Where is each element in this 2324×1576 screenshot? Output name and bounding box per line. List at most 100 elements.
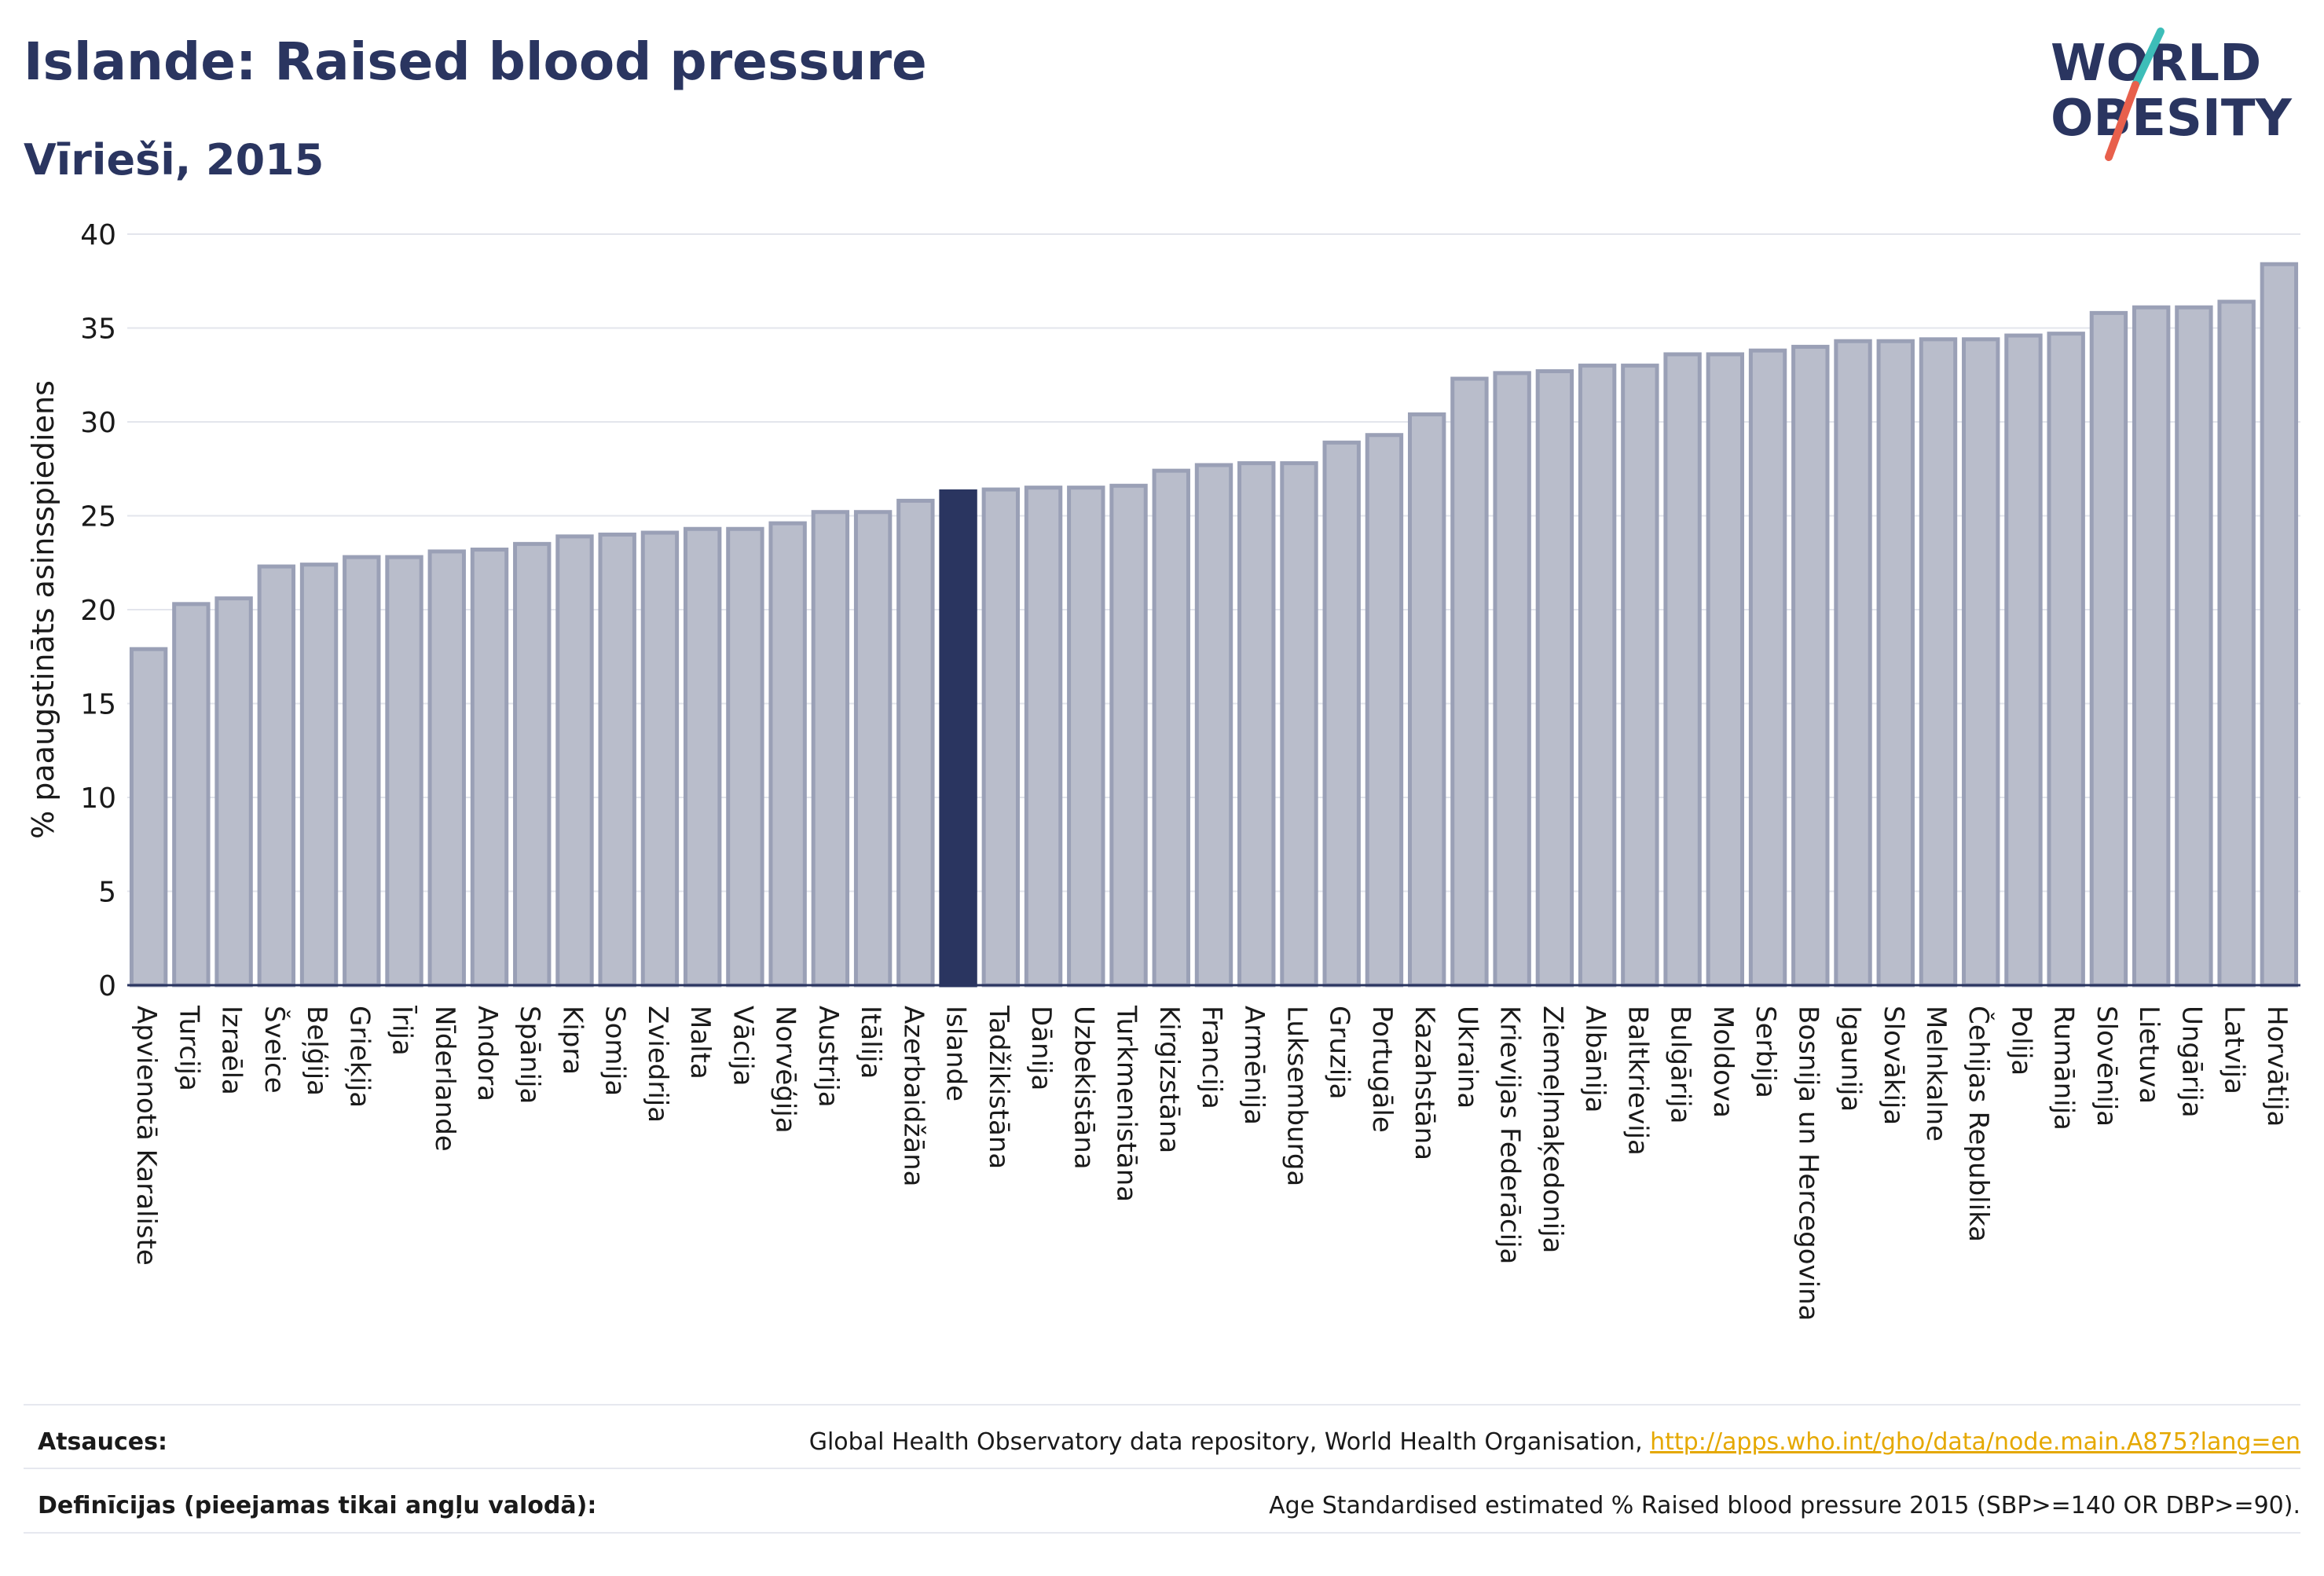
x-tick-label: Andora (471, 1006, 503, 1101)
definitions-text: Age Standardised estimated % Raised bloo… (1269, 1492, 2300, 1519)
bar (2260, 262, 2299, 988)
bars (129, 262, 2299, 988)
x-tick-label: Izraēla (216, 1006, 247, 1095)
x-tick-label: Īrija (387, 1006, 418, 1056)
x-tick-label: Portugāle (1366, 1006, 1398, 1133)
bar (172, 602, 211, 988)
bar (2175, 305, 2213, 988)
x-tick-label: Bosnija un Hercegovina (1792, 1006, 1824, 1321)
bar (513, 541, 552, 988)
x-tick-label: Polija (2005, 1006, 2036, 1076)
x-tick-label: Turkmenistāna (1111, 1005, 1142, 1202)
x-tick-label: Ungārija (2176, 1006, 2207, 1118)
bar (427, 549, 466, 988)
bar (129, 647, 168, 988)
x-tick-label: Vācija (727, 1006, 758, 1087)
x-tick-label: Nīderlande (429, 1006, 460, 1152)
bar (1493, 371, 1531, 988)
logo-line2: OBESITY (2051, 90, 2292, 148)
x-tick-label: Norvēģija (770, 1006, 801, 1134)
x-tick-label: Serbija (1750, 1006, 1781, 1098)
bar (1706, 352, 1745, 988)
bar (2217, 299, 2256, 988)
x-tick-label: Somija (599, 1006, 631, 1096)
x-tick-label: Horvātija (2261, 1006, 2293, 1127)
bar (640, 530, 680, 988)
bar (683, 526, 722, 988)
x-tick-label: Albānija (1579, 1006, 1611, 1112)
bar (343, 555, 381, 988)
y-tick-label: 5 (98, 877, 116, 909)
x-tick-label: Spānija (514, 1006, 545, 1104)
bar (598, 532, 636, 988)
y-tick-label: 10 (80, 783, 116, 815)
bar (2047, 332, 2085, 988)
x-tick-label: Austrija (812, 1006, 844, 1108)
bar (1450, 376, 1489, 988)
bar (1663, 352, 1702, 988)
x-tick-label: Slovākija (1878, 1006, 1909, 1125)
x-tick-label: Grieķija (343, 1006, 375, 1108)
x-tick-label: Francija (1196, 1006, 1227, 1109)
bar (299, 563, 339, 988)
bar (1365, 433, 1404, 988)
bar (1322, 440, 1361, 988)
y-tick-label: 25 (80, 501, 116, 533)
x-tick-label: Uzbekistāna (1068, 1006, 1099, 1170)
bar (257, 564, 296, 988)
x-tick-label: Baltkrievija (1622, 1006, 1653, 1156)
bar (1152, 468, 1190, 988)
definitions-label: Definīcijas (pieejamas tikai angļu valod… (38, 1492, 597, 1519)
bar (1535, 368, 1574, 988)
bar (1748, 348, 1787, 988)
x-tick-label: Ukraina (1451, 1006, 1483, 1109)
x-tick-label: Melnkalne (1920, 1006, 1952, 1142)
y-tick-label: 20 (80, 595, 116, 627)
x-tick-label: Gruzija (1324, 1006, 1355, 1099)
x-tick-label: Kazahstāna (1409, 1006, 1440, 1160)
x-tick-label: Bulgārija (1665, 1006, 1696, 1123)
chart-title: Islande: Raised blood pressure (24, 31, 927, 92)
x-tick-label: Islande (940, 1006, 972, 1101)
bar (470, 548, 509, 988)
logo-slash-teal (2132, 27, 2165, 89)
x-tick-label: Latvija (2219, 1006, 2250, 1094)
x-tick-label: Krievijas Federācija (1494, 1006, 1526, 1264)
x-axis-labels: Apvienotā Karaliste Turcija Izraēla Šveice B… (130, 1005, 2293, 1321)
bar (2132, 305, 2171, 988)
bar (214, 596, 253, 988)
y-tick-label: 0 (98, 970, 116, 1002)
x-tick-label: Turcija (173, 1005, 204, 1091)
footer-divider-middle (24, 1468, 2300, 1469)
bar (1919, 337, 1958, 988)
footer-divider-bottom (24, 1532, 2300, 1534)
x-tick-label: Igaunija (1835, 1006, 1867, 1112)
x-tick-label: Beļģija (301, 1006, 332, 1096)
x-tick-label: Itālija (855, 1006, 886, 1079)
x-tick-label: Azerbaidžāna (897, 1006, 929, 1187)
footer-divider-top (24, 1404, 2300, 1406)
bar (853, 510, 893, 988)
sources-description: Global Health Observatory data repositor… (808, 1428, 1651, 1456)
x-tick-label: Šveice (258, 1006, 291, 1094)
y-axis-label: % paaugstināts asinsspiediens (26, 380, 60, 839)
bar (1067, 486, 1105, 988)
logo-slash-red (2105, 81, 2139, 161)
sources-text: Global Health Observatory data repositor… (809, 1428, 2300, 1456)
sources-link[interactable]: http://apps.who.int/gho/data/node.main.A… (1650, 1428, 2300, 1456)
bar (1237, 461, 1276, 988)
bar (1834, 339, 1872, 988)
x-tick-label: Malta (684, 1006, 716, 1079)
bar (896, 498, 935, 988)
x-tick-label: Kirgizstāna (1153, 1006, 1185, 1153)
bar (981, 487, 1021, 988)
bar (555, 534, 594, 988)
bar (726, 526, 764, 988)
bar (2004, 333, 2043, 988)
x-tick-label: Dānija (1025, 1006, 1057, 1090)
bar-highlighted (939, 489, 977, 988)
bar (1578, 363, 1617, 988)
x-tick-label: Čehijas Republika (1963, 1006, 1995, 1242)
world-obesity-logo: WORLD OBESITY (2051, 27, 2292, 161)
sources-label: Atsauces: (38, 1428, 167, 1456)
